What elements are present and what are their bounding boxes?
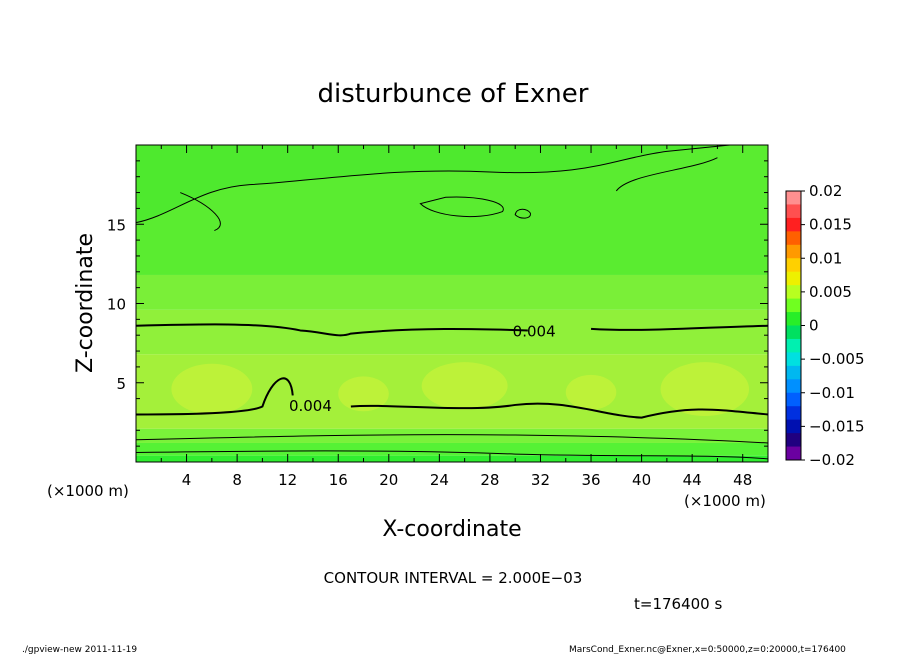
x-axis-unit: (×1000 m) — [684, 492, 766, 510]
colorbar-swatch-1 — [786, 204, 801, 219]
contour-line-004-upper — [135, 323, 769, 337]
shade-band-5 — [136, 274, 768, 310]
contour-line-upper-right — [615, 157, 718, 192]
chart-title: disturbunce of Exner — [318, 79, 589, 109]
shade-band-1 — [136, 442, 768, 456]
colorbar-swatch-11 — [786, 338, 801, 353]
shade-band-4 — [136, 309, 768, 355]
contour-line-bottom — [135, 450, 769, 460]
colorbar-swatch-17 — [786, 419, 801, 434]
colorbar-swatch-12 — [786, 352, 801, 367]
contour-line-upper-left — [180, 192, 221, 232]
colorbar-swatch-10 — [786, 325, 801, 340]
x-tick-label-9: 40 — [632, 471, 651, 489]
colorbar-swatch-8 — [786, 298, 801, 313]
y-tick-label-0: 5 — [116, 375, 126, 393]
x-tick-label-7: 32 — [531, 471, 550, 489]
colorbar-swatch-2 — [786, 217, 801, 232]
colorbar-label-7: −0.015 — [809, 417, 865, 435]
colorbar-swatch-18 — [786, 433, 801, 448]
x-tick-label-2: 12 — [278, 471, 297, 489]
x-tick-label-11: 48 — [733, 471, 752, 489]
colorbar-swatch-19 — [786, 446, 801, 461]
contour-label-0: 0.004 — [513, 322, 556, 340]
colorbar-label-4: 0 — [809, 317, 819, 335]
colorbar-swatch-15 — [786, 392, 801, 407]
shade-blob-4 — [565, 374, 617, 410]
contour-loop-b — [514, 208, 531, 219]
colorbar: 0.02 0.015 0.01 0.005 0 −0.005 −0.01 −0.015 −0.0… — [785, 182, 865, 469]
y-tick-label-2: 15 — [107, 216, 126, 234]
contour-line-upper — [135, 144, 731, 224]
y-axis-label: Z-coordinate — [73, 233, 98, 373]
shade-blob-2 — [660, 362, 750, 417]
shade-blob-3 — [338, 376, 389, 412]
colorbar-label-2: 0.01 — [809, 249, 842, 267]
colorbar-swatch-7 — [786, 285, 801, 300]
colorbar-swatch-4 — [786, 244, 801, 259]
shade-blob-0 — [171, 363, 253, 415]
colorbar-label-0: 0.02 — [809, 182, 842, 200]
colorbar-label-5: −0.005 — [809, 350, 865, 368]
colorbar-swatch-5 — [786, 258, 801, 273]
contour-loop-a — [419, 196, 504, 218]
y-tick-label-1: 10 — [107, 296, 126, 314]
contour-interval: CONTOUR INTERVAL = 2.000E−03 — [324, 569, 583, 587]
contour-line-low — [135, 434, 769, 444]
colorbar-label-3: 0.005 — [809, 283, 852, 301]
contour-line-004-lower — [135, 377, 769, 419]
colorbar-swatch-0 — [786, 191, 801, 205]
colorbar-label-8: −0.02 — [809, 451, 855, 469]
x-tick-label-6: 28 — [480, 471, 499, 489]
x-tick-label-0: 4 — [182, 471, 192, 489]
colorbar-swatch-6 — [786, 271, 801, 286]
x-tick-label-4: 20 — [379, 471, 398, 489]
shade-upper — [136, 145, 731, 223]
x-tick-label-10: 44 — [683, 471, 702, 489]
x-tick-label-1: 8 — [232, 471, 242, 489]
x-tick-label-3: 16 — [329, 471, 348, 489]
shade-blob-1 — [421, 362, 508, 410]
colorbar-swatch-3 — [786, 231, 801, 246]
time-label: t=176400 s — [634, 595, 722, 613]
contour-label-1: 0.004 — [289, 397, 332, 415]
colorbar-swatch-13 — [786, 365, 801, 380]
x-tick-label-5: 24 — [430, 471, 449, 489]
colorbar-swatch-16 — [786, 406, 801, 421]
x-axis-label: X-coordinate — [382, 517, 521, 542]
shade-band-2 — [136, 428, 768, 443]
x-tick-label-8: 36 — [581, 471, 600, 489]
footer-right: MarsCond_Exner.nc@Exner,x=0:50000,z=0:20… — [569, 645, 846, 654]
y-axis-unit: (×1000 m) — [47, 482, 129, 500]
colorbar-swatch-9 — [786, 312, 801, 326]
footer-left: ./gpview-new 2011-11-19 — [22, 645, 137, 654]
colorbar-label-1: 0.015 — [809, 216, 852, 234]
colorbar-swatch-14 — [786, 379, 801, 394]
shade-band-0 — [136, 455, 768, 462]
colorbar-label-6: −0.01 — [809, 384, 855, 402]
